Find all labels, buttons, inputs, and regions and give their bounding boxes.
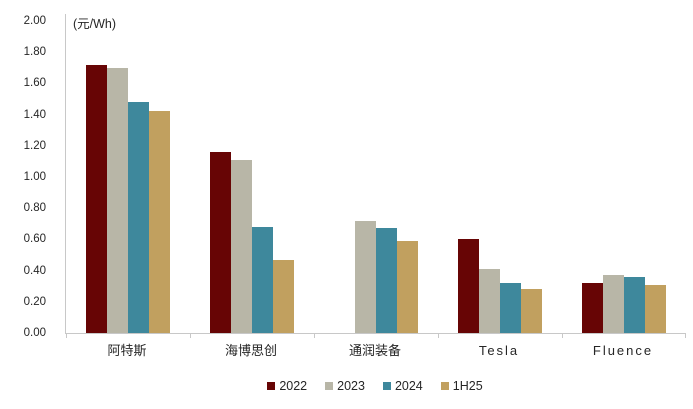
legend-label: 2024 — [394, 379, 423, 393]
y-tick-label: 1.20 — [23, 139, 46, 152]
y-tick-label: 0.80 — [23, 202, 46, 215]
bar-group — [190, 14, 314, 333]
bar — [149, 111, 170, 333]
legend-item: 2024 — [382, 379, 423, 393]
bar — [603, 275, 624, 333]
bar-group — [314, 14, 438, 333]
bar — [500, 283, 521, 333]
legend-item: 2022 — [267, 379, 307, 393]
y-tick-label: 1.60 — [23, 77, 46, 90]
bar — [645, 284, 666, 333]
x-axis-tick — [314, 334, 315, 338]
y-tick-label: 1.00 — [23, 171, 46, 183]
bar — [252, 226, 273, 333]
bar — [355, 220, 376, 333]
x-category-label: 阿特斯 — [107, 343, 147, 358]
x-axis-tick — [562, 334, 563, 338]
bar — [231, 159, 252, 333]
bar — [273, 259, 294, 333]
bar-group — [562, 14, 686, 333]
x-axis-tick — [190, 334, 191, 338]
x-axis-tick — [685, 334, 686, 338]
bar — [397, 240, 418, 333]
bar — [521, 289, 542, 333]
bar-group — [66, 14, 190, 333]
legend-label: 2022 — [279, 379, 308, 393]
bar — [376, 228, 397, 333]
bar — [107, 67, 128, 333]
bar — [582, 283, 603, 333]
bar — [624, 276, 645, 333]
legend-item: 2023 — [325, 379, 365, 393]
y-tick-label: 0.00 — [23, 327, 46, 339]
bar — [479, 269, 500, 333]
x-category-label: Fluence — [592, 343, 654, 358]
plot-area — [65, 14, 686, 338]
x-axis-tick — [66, 334, 67, 338]
x-axis-tick — [438, 334, 439, 338]
legend: 2022 2023 2024 1H25 — [65, 379, 685, 393]
legend-swatch-icon — [440, 382, 449, 390]
bar — [210, 152, 231, 333]
x-category-label: 海博思创 — [224, 343, 277, 358]
legend-item: 1H25 — [440, 379, 483, 393]
legend-swatch-icon — [382, 382, 391, 390]
legend-label: 1H25 — [452, 379, 483, 393]
bar — [458, 239, 479, 333]
legend-swatch-icon — [325, 382, 334, 390]
legend-swatch-icon — [267, 382, 276, 390]
y-tick-label: 0.40 — [23, 264, 46, 277]
bar — [86, 64, 107, 333]
y-axis-unit-label: (元/Wh) — [73, 17, 117, 31]
x-category-label: Tesla — [478, 343, 520, 358]
y-tick-label: 2.00 — [23, 15, 46, 27]
x-category-label: 通润装备 — [348, 343, 401, 358]
y-tick-label: 1.40 — [23, 108, 46, 121]
y-tick-label: 0.20 — [23, 295, 46, 308]
y-tick-label: 1.80 — [23, 46, 46, 59]
legend-label: 2023 — [337, 379, 365, 393]
y-tick-label: 0.60 — [23, 233, 46, 246]
bar — [128, 102, 149, 333]
bar-group — [438, 14, 562, 333]
